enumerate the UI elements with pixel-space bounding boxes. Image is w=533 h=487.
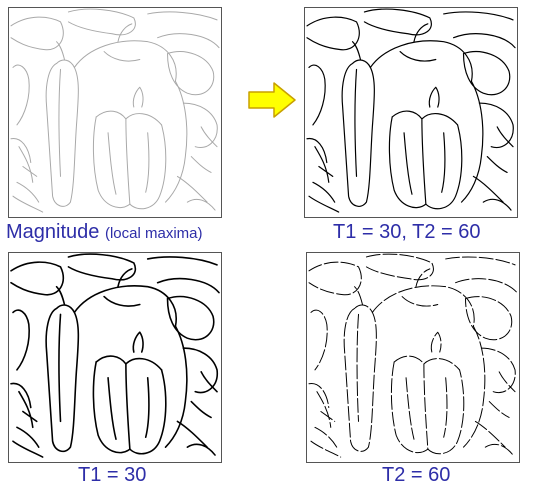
high-threshold-caption: T2 = 60	[382, 464, 451, 486]
magnitude-edge-image	[10, 8, 220, 213]
hysteresis-edge-image	[306, 8, 516, 213]
magnitude-caption-paren: (local maxima)	[104, 225, 203, 242]
low-threshold-caption: T1 = 30	[78, 464, 147, 486]
magnitude-panel	[8, 7, 222, 218]
right-arrow-icon	[248, 82, 296, 118]
magnitude-caption-main: Magnitude	[6, 221, 100, 243]
high-threshold-edge-image	[308, 253, 518, 458]
hysteresis-caption: T1 = 30, T2 = 60	[333, 221, 481, 243]
low-threshold-panel	[8, 252, 222, 463]
high-threshold-panel	[306, 252, 520, 463]
hysteresis-panel	[304, 7, 518, 218]
low-threshold-edge-image	[10, 253, 220, 458]
magnitude-caption: Magnitude (local maxima)	[6, 222, 202, 244]
